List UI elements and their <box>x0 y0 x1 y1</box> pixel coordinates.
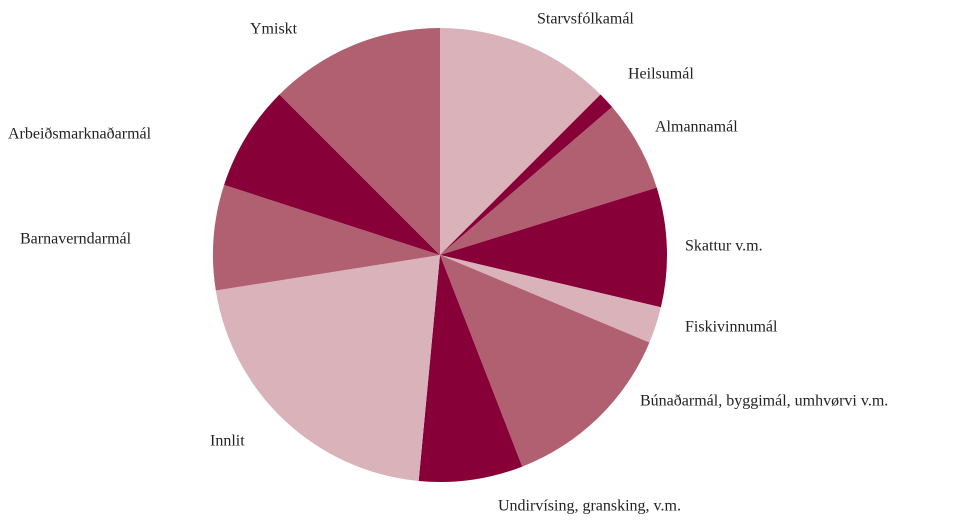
slice-label: Ymiskt <box>250 21 298 38</box>
slice-label: Búnaðarmál, byggimál, umhvørvi v.m. <box>640 393 888 410</box>
slice-label: Innlit <box>210 433 245 450</box>
slice-label: Undirvísing, gransking, v.m. <box>498 498 681 515</box>
pie-slice <box>215 255 440 481</box>
pie-slice <box>213 184 440 291</box>
slice-label: Barnaverndarmál <box>20 231 132 248</box>
slice-label: Skattur v.m. <box>685 238 763 255</box>
pie-slice <box>440 255 661 343</box>
pie-slice <box>440 187 667 308</box>
slice-label: Starvsfólkamál <box>537 11 634 28</box>
pie-slice <box>224 94 440 256</box>
pie-slice <box>440 107 657 255</box>
pie-slice <box>279 27 440 255</box>
slice-label: Heilsumál <box>628 66 694 83</box>
slice-label: Almannamál <box>655 119 738 136</box>
pie-slice <box>440 28 601 255</box>
slice-label: Arbeiðsmarknaðarmál <box>8 126 152 143</box>
pie-slice <box>418 255 523 482</box>
slice-label: Fiskivinnumál <box>685 319 778 336</box>
pie-slice <box>440 94 613 256</box>
pie-slice <box>440 255 650 467</box>
